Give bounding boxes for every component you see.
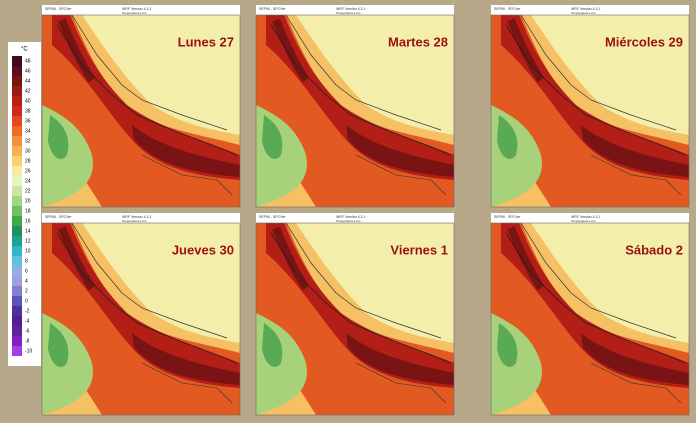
map-panel: SEPMI - SPCVer WRF Versión 4.3.1Temperatu… — [42, 213, 240, 415]
panel-source: SEPMI - SPCVer — [45, 215, 72, 219]
legend-tick-label: 42 — [25, 88, 31, 94]
legend-swatch — [12, 206, 22, 216]
legend-swatch — [12, 306, 22, 316]
legend-swatch — [12, 196, 22, 206]
legend-tick-label: 16 — [25, 218, 31, 224]
panel-model: WRF Versión 4.3.1 — [571, 215, 600, 219]
legend-swatch — [12, 146, 22, 156]
legend-swatch — [12, 166, 22, 176]
legend-swatch — [12, 216, 22, 226]
map-panel: SEPMI - SPCVer WRF Versión 4.3.1Temperatu… — [256, 213, 454, 415]
legend-swatch — [12, 66, 22, 76]
legend-tick-label: 32 — [25, 138, 31, 144]
legend-swatch — [12, 96, 22, 106]
panel-source: SEPMI - SPCVer — [259, 215, 286, 219]
legend-swatch — [12, 346, 22, 356]
panel-source: SEPMI - SPCVer — [45, 7, 72, 11]
legend-tick-label: -10 — [25, 348, 32, 354]
legend-tick-label: 6 — [25, 268, 28, 274]
legend-tick-label: 22 — [25, 188, 31, 194]
legend-swatch — [12, 106, 22, 116]
legend-tick-label: 48 — [25, 58, 31, 64]
legend-swatch — [12, 226, 22, 236]
legend-swatch — [12, 286, 22, 296]
legend-tick-label: 44 — [25, 78, 31, 84]
legend-swatch — [12, 316, 22, 326]
panel-source: SEPMI - SPCVer — [494, 7, 521, 11]
panel-variable: Temperatura a 2m — [122, 11, 147, 15]
panel-source: SEPMI - SPCVer — [259, 7, 286, 11]
panel-source: SEPMI - SPCVer — [494, 215, 521, 219]
legend-swatch — [12, 126, 22, 136]
legend-tick-label: 12 — [25, 238, 31, 244]
legend-swatch — [12, 266, 22, 276]
legend-tick-label: 10 — [25, 248, 31, 254]
panel-title: Miércoles 29 — [605, 34, 683, 49]
panel-title: Martes 28 — [388, 34, 448, 49]
panel-variable: Temperatura a 2m — [571, 11, 596, 15]
legend-tick-label: 36 — [25, 118, 31, 124]
legend-tick-label: 28 — [25, 158, 31, 164]
legend-tick-label: 4 — [25, 278, 28, 284]
panel-variable: Temperatura a 2m — [122, 219, 147, 223]
panel-title: Viernes 1 — [390, 242, 448, 257]
panel-title: Lunes 27 — [178, 34, 234, 49]
legend-tick-label: 40 — [25, 98, 31, 104]
panel-model: WRF Versión 4.3.1 — [571, 7, 600, 11]
legend-tick-label: 24 — [25, 178, 31, 184]
legend-swatch — [12, 186, 22, 196]
legend-swatch — [12, 76, 22, 86]
legend-unit: °C — [21, 47, 28, 53]
legend-swatch — [12, 176, 22, 186]
legend-swatch — [12, 136, 22, 146]
legend-swatch — [12, 236, 22, 246]
panel-model: WRF Versión 4.3.1 — [336, 7, 365, 11]
legend-swatch — [12, 56, 22, 66]
panel-title: Jueves 30 — [172, 242, 234, 257]
panel-model: WRF Versión 4.3.1 — [122, 7, 151, 11]
legend-tick-label: -8 — [25, 338, 30, 344]
legend-swatch — [12, 246, 22, 256]
legend-swatch — [12, 296, 22, 306]
map-panel: SEPMI - SPCVer WRF Versión 4.3.1Temperatu… — [256, 5, 454, 207]
legend-swatch — [12, 276, 22, 286]
map-panel: SEPMI - SPCVer WRF Versión 4.3.1Temperatu… — [491, 213, 689, 415]
legend-tick-label: 18 — [25, 208, 31, 214]
legend-tick-label: 26 — [25, 168, 31, 174]
panel-model: WRF Versión 4.3.1 — [122, 215, 151, 219]
legend-swatch — [12, 336, 22, 346]
legend-tick-label: 34 — [25, 128, 31, 134]
panel-variable: Temperatura a 2m — [571, 219, 596, 223]
legend-tick-label: -2 — [25, 308, 30, 314]
map-panel: SEPMI - SPCVer WRF Versión 4.3.1Temperatu… — [42, 5, 240, 207]
legend-swatch — [12, 256, 22, 266]
legend-tick-label: 14 — [25, 228, 31, 234]
panel-model: WRF Versión 4.3.1 — [336, 215, 365, 219]
panel-variable: Temperatura a 2m — [336, 219, 361, 223]
legend-tick-label: 30 — [25, 148, 31, 154]
panel-variable: Temperatura a 2m — [336, 11, 361, 15]
legend-swatch — [12, 86, 22, 96]
legend-swatch — [12, 116, 22, 126]
legend-tick-label: 46 — [25, 68, 31, 74]
legend-tick-label: 2 — [25, 288, 28, 294]
legend-tick-label: 8 — [25, 258, 28, 264]
legend-tick-label: 38 — [25, 108, 31, 114]
legend-swatch — [12, 326, 22, 336]
legend-swatch — [12, 156, 22, 166]
legend-tick-label: 0 — [25, 298, 28, 304]
map-panel: SEPMI - SPCVer WRF Versión 4.3.1Temperatu… — [491, 5, 689, 207]
legend-tick-label: -6 — [25, 328, 30, 334]
panel-title: Sábado 2 — [625, 242, 683, 257]
legend-tick-label: -4 — [25, 318, 30, 324]
legend-tick-label: 20 — [25, 198, 31, 204]
